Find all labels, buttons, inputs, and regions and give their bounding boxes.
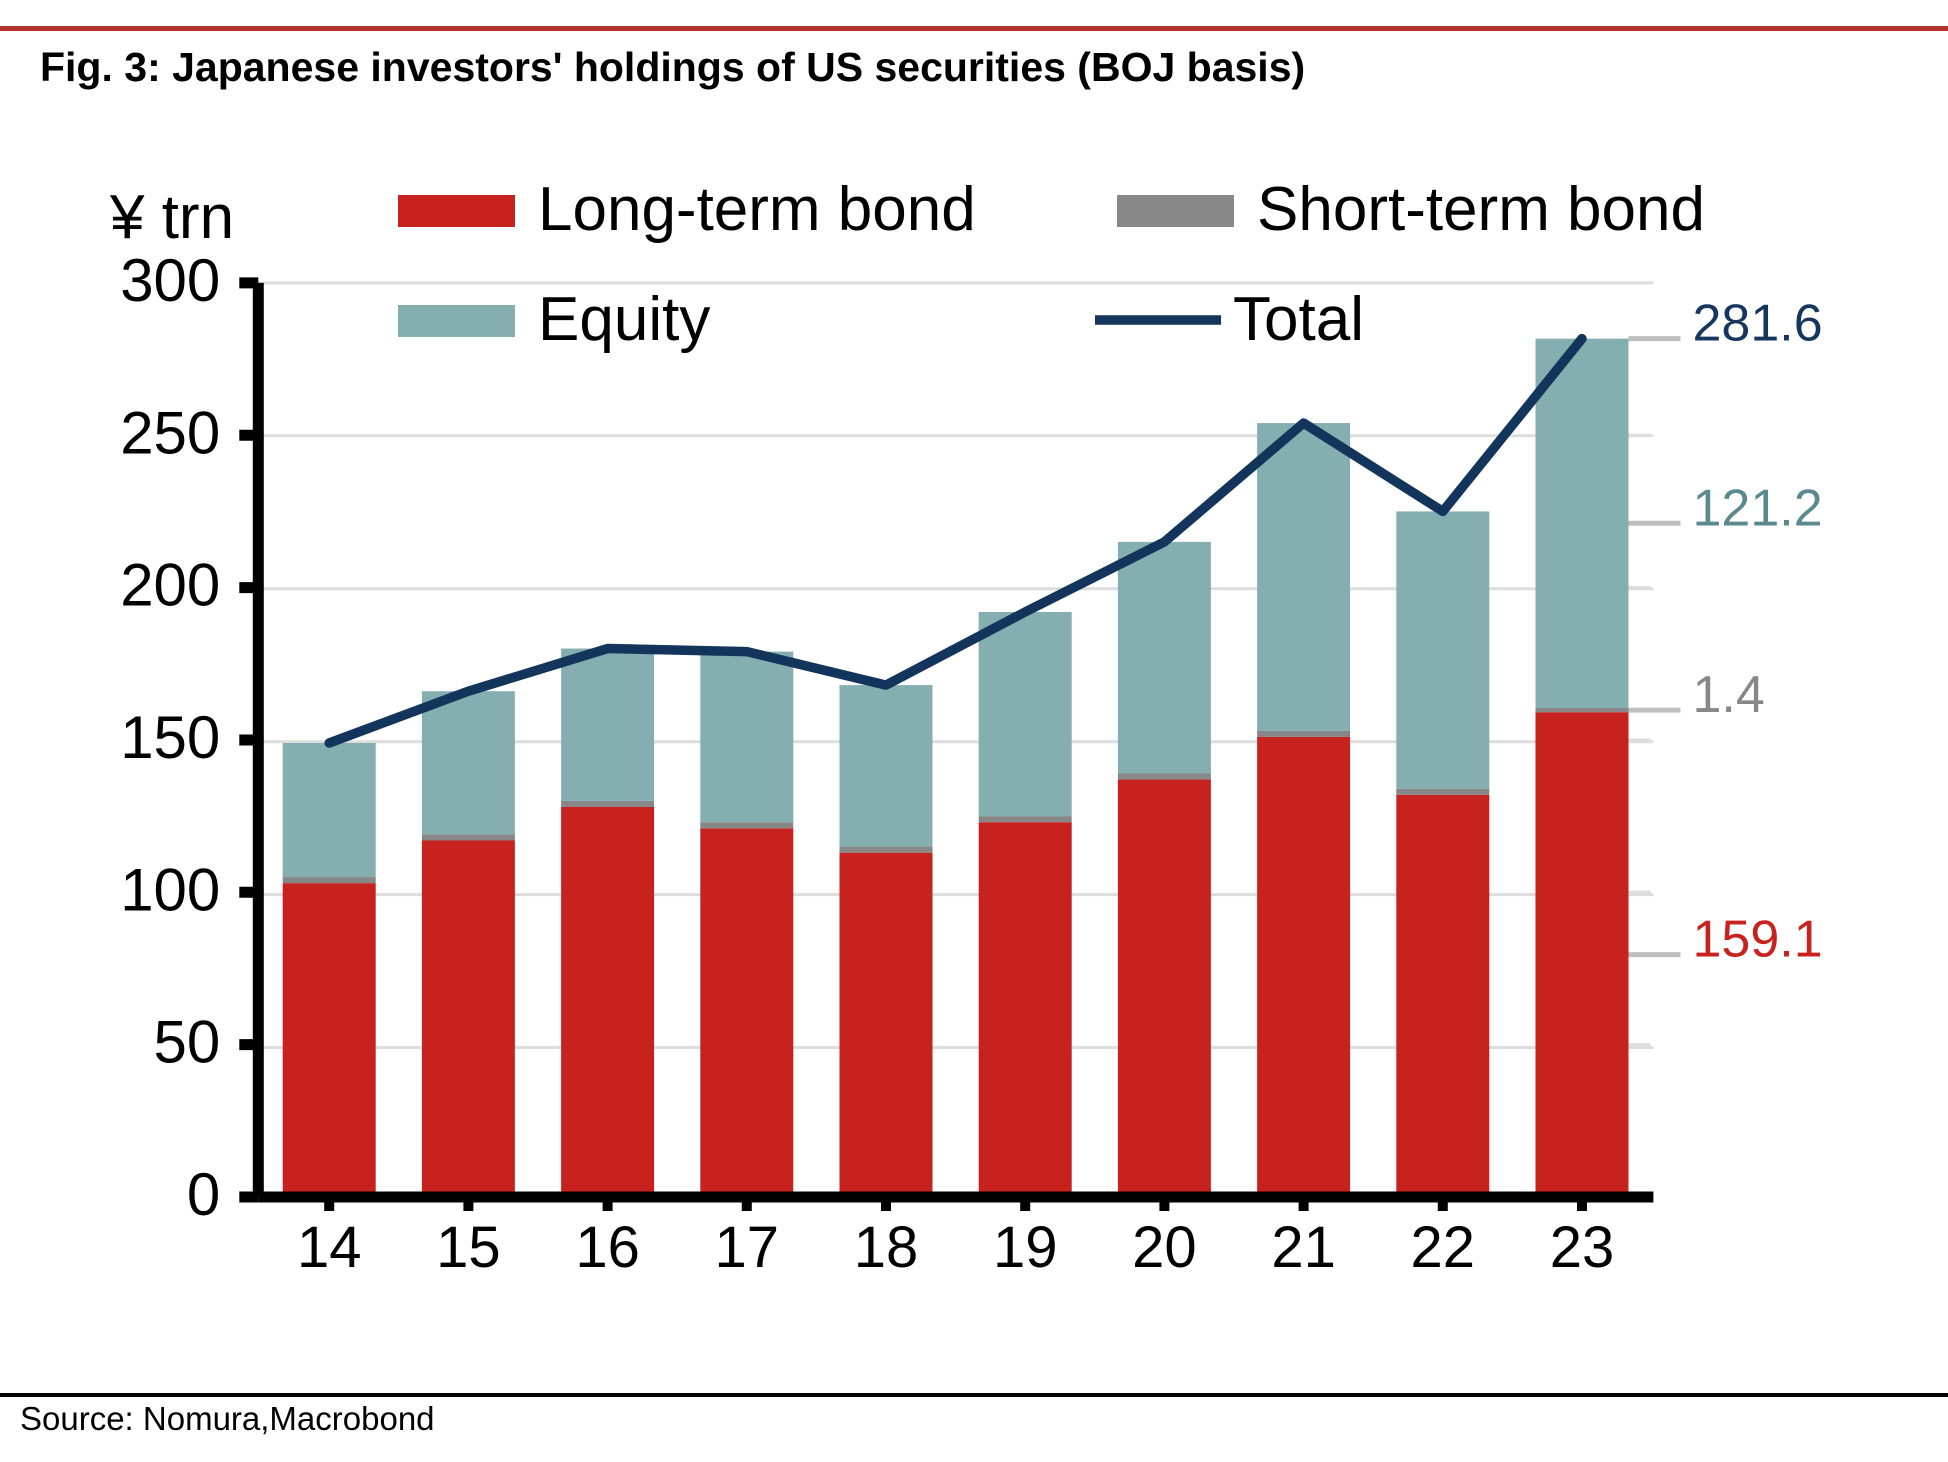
svg-text:0: 0 (187, 1161, 220, 1228)
svg-text:Equity: Equity (538, 285, 710, 354)
svg-text:121.2: 121.2 (1693, 479, 1823, 537)
svg-text:22: 22 (1411, 1215, 1476, 1280)
svg-text:18: 18 (854, 1215, 919, 1280)
svg-text:23: 23 (1550, 1215, 1615, 1280)
svg-text:Short-term bond: Short-term bond (1257, 175, 1705, 244)
svg-text:100: 100 (120, 856, 220, 923)
svg-text:159.1: 159.1 (1693, 911, 1823, 969)
svg-text:14: 14 (297, 1215, 362, 1280)
svg-text:¥ trn: ¥ trn (109, 183, 234, 252)
svg-text:16: 16 (575, 1215, 640, 1280)
svg-text:20: 20 (1132, 1215, 1197, 1280)
svg-text:300: 300 (120, 247, 220, 314)
svg-text:19: 19 (993, 1215, 1058, 1280)
svg-text:Long-term bond: Long-term bond (538, 175, 976, 244)
svg-text:150: 150 (120, 704, 220, 771)
svg-text:Total: Total (1233, 285, 1364, 354)
svg-text:1.4: 1.4 (1693, 666, 1765, 724)
svg-text:21: 21 (1271, 1215, 1336, 1280)
svg-text:50: 50 (154, 1009, 221, 1076)
svg-text:281.6: 281.6 (1693, 295, 1823, 353)
svg-text:200: 200 (120, 552, 220, 619)
svg-text:250: 250 (120, 399, 220, 466)
svg-text:15: 15 (436, 1215, 501, 1280)
svg-text:17: 17 (715, 1215, 780, 1280)
